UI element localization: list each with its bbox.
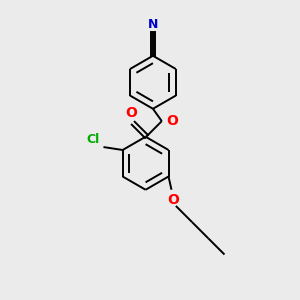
Text: Cl: Cl — [87, 133, 100, 146]
Text: O: O — [167, 193, 179, 207]
Text: O: O — [125, 106, 137, 120]
Text: O: O — [167, 114, 178, 128]
Text: N: N — [148, 18, 158, 31]
